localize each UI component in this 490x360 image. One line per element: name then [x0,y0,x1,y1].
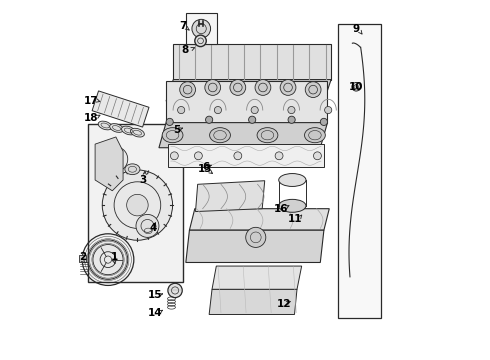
Text: 7: 7 [180,21,187,31]
Ellipse shape [130,128,145,137]
Circle shape [177,107,185,114]
Circle shape [214,107,221,114]
Text: 11: 11 [288,214,302,224]
Ellipse shape [110,123,123,132]
Bar [186,13,217,44]
Ellipse shape [162,128,183,143]
Ellipse shape [304,128,325,143]
Circle shape [234,152,242,160]
Text: 16: 16 [273,204,288,214]
Circle shape [192,19,211,38]
Bar [79,255,86,262]
Text: 3: 3 [139,175,147,185]
Ellipse shape [141,226,155,236]
Polygon shape [166,81,327,123]
Circle shape [230,80,245,95]
Text: 5: 5 [173,125,180,135]
Circle shape [305,82,321,98]
Circle shape [102,170,172,240]
Polygon shape [95,137,123,191]
Circle shape [248,116,256,123]
Bar [88,125,183,282]
Bar [338,24,381,318]
Text: 6: 6 [202,162,209,172]
Polygon shape [190,209,329,230]
Circle shape [136,215,159,237]
Circle shape [168,283,182,298]
Circle shape [245,227,266,247]
Circle shape [171,152,178,160]
Ellipse shape [98,121,112,130]
Ellipse shape [125,164,140,175]
Bar [92,91,149,127]
Text: 1: 1 [110,252,118,262]
Circle shape [280,80,296,95]
Text: 10: 10 [349,82,364,93]
Circle shape [288,116,295,123]
Ellipse shape [122,126,135,135]
Circle shape [314,152,321,160]
Circle shape [255,80,271,95]
Circle shape [88,240,128,279]
Circle shape [320,118,327,126]
Polygon shape [212,266,302,289]
Ellipse shape [210,128,230,143]
Bar [168,144,324,167]
Polygon shape [159,123,327,148]
Polygon shape [166,80,331,101]
Text: 14: 14 [147,309,162,318]
Circle shape [352,82,361,91]
Text: 9: 9 [353,24,360,35]
Circle shape [288,107,295,114]
Text: 2: 2 [79,252,87,262]
Polygon shape [196,181,265,212]
Ellipse shape [279,199,306,212]
Polygon shape [186,230,324,262]
Circle shape [126,194,148,216]
Text: 18: 18 [84,113,99,123]
Circle shape [205,80,220,95]
Circle shape [195,152,202,160]
Circle shape [102,147,128,172]
Circle shape [180,82,196,98]
Text: 15: 15 [147,291,162,301]
Circle shape [166,118,173,126]
Ellipse shape [279,174,306,186]
Circle shape [195,35,206,46]
Text: 12: 12 [277,299,292,309]
Text: 8: 8 [181,45,188,55]
Ellipse shape [257,128,278,143]
Circle shape [275,152,283,160]
Text: 4: 4 [150,224,157,233]
Circle shape [205,116,213,123]
Circle shape [251,107,258,114]
Polygon shape [209,289,297,315]
Polygon shape [173,44,331,80]
Circle shape [324,107,332,114]
Text: 13: 13 [197,164,212,174]
Text: 17: 17 [84,96,99,106]
